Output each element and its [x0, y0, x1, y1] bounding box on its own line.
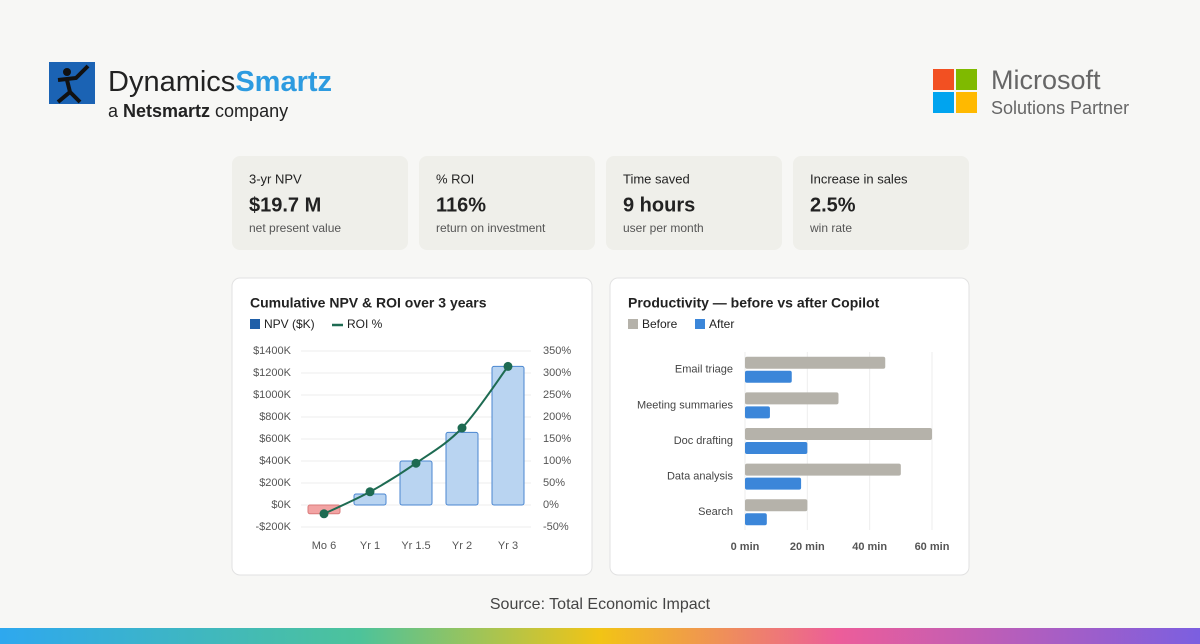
kpi-sub: net present value [249, 221, 341, 235]
kpi-card [793, 156, 969, 250]
logo-figure [63, 68, 71, 76]
kpi-label: % ROI [436, 171, 474, 186]
ms-square [933, 69, 954, 90]
bar [745, 499, 808, 512]
tagline-end: company [215, 101, 288, 121]
chart-title: Cumulative NPV & ROI over 3 years [250, 295, 487, 311]
y-tick-label: Search [698, 506, 733, 518]
y-tick-label: $0K [271, 499, 291, 511]
x-tick-label: 20 min [790, 541, 825, 553]
tagline-a: a [108, 101, 119, 121]
y-tick-label: Email triage [675, 364, 733, 376]
bar [745, 370, 792, 383]
bar [445, 431, 479, 506]
kpi-card [606, 156, 782, 250]
x-tick-label: 60 min [915, 541, 950, 553]
y2-tick-label: -50% [543, 521, 569, 533]
brand-right: Smartz [235, 66, 332, 98]
x-tick-label: 0 min [731, 541, 760, 553]
bar [745, 463, 901, 476]
x-tick-label: Yr 3 [498, 540, 518, 552]
kpi-sub: return on investment [436, 221, 546, 235]
x-tick-label: Yr 1 [360, 540, 380, 552]
kpi-sub: user per month [623, 221, 704, 235]
partner-sub: Solutions Partner [991, 98, 1129, 118]
bar [745, 513, 767, 526]
ms-square [933, 92, 954, 113]
x-tick-label: 40 min [852, 541, 887, 553]
brand-name: DynamicsSmartz [108, 66, 332, 98]
kpi-label: 3-yr NPV [249, 171, 302, 186]
y-tick-label: $400K [259, 455, 291, 467]
kpi-value: $19.7 M [249, 194, 321, 216]
x-tick-label: Yr 1.5 [401, 540, 430, 552]
partner-name: Microsoft [991, 65, 1101, 95]
y-tick-label: $600K [259, 433, 291, 445]
y-tick-label: Data analysis [667, 471, 734, 483]
y2-tick-label: 100% [543, 455, 571, 467]
legend-label: NPV ($K) [264, 317, 315, 331]
legend-label: Before [642, 317, 678, 331]
y-tick-label: Meeting summaries [637, 399, 733, 411]
legend-swatch [695, 319, 705, 329]
legend-swatch [250, 319, 260, 329]
kpi-label: Increase in sales [810, 171, 908, 186]
roi-point [365, 487, 375, 497]
y-tick-label: $200K [259, 477, 291, 489]
kpi-card [232, 156, 408, 250]
kpi-card [419, 156, 595, 250]
y2-tick-label: 250% [543, 389, 571, 401]
y2-tick-label: 0% [543, 499, 559, 511]
bar [745, 428, 932, 440]
y2-tick-label: 200% [543, 411, 571, 423]
brand-logo: DynamicsSmartz a Netsmartz company [49, 62, 332, 121]
kpi-value: 116% [436, 194, 486, 216]
kpi-label: Time saved [623, 171, 690, 186]
kpi-sub: win rate [809, 221, 852, 235]
kpi-value: 9 hours [623, 194, 695, 216]
legend-label: ROI % [347, 317, 383, 331]
bar [491, 365, 525, 506]
y-tick-label: $1000K [253, 389, 292, 401]
y2-tick-label: 150% [543, 433, 571, 445]
y-tick-label: $1400K [253, 345, 292, 357]
legend-label: After [709, 317, 734, 331]
source: Source: Total Economic Impact [490, 596, 711, 613]
x-tick-label: Yr 2 [452, 540, 472, 552]
brand-left: Dynamics [108, 66, 235, 98]
bar [745, 406, 770, 419]
y2-tick-label: 50% [543, 477, 565, 489]
y-tick-label: $800K [259, 411, 291, 423]
chart-card [609, 277, 970, 576]
tagline: a Netsmartz company [108, 101, 288, 121]
y2-tick-label: 350% [543, 345, 571, 357]
y-tick-label: $1200K [253, 367, 292, 379]
roi-point [457, 423, 467, 433]
partner-logo: Microsoft Solutions Partner [933, 65, 1129, 118]
y-tick-label: -$200K [256, 521, 292, 533]
roi-point [319, 509, 329, 519]
bar [745, 356, 886, 369]
roi-point [411, 458, 421, 468]
logo-figure [56, 64, 90, 104]
bar [745, 392, 839, 405]
bar [745, 442, 808, 454]
ms-square [956, 92, 977, 113]
ms-square [956, 69, 977, 90]
y-tick-label: Doc drafting [674, 435, 733, 447]
chart-title: Productivity — before vs after Copilot [628, 295, 880, 311]
x-tick-label: Mo 6 [312, 540, 336, 552]
tagline-brand: Netsmartz [123, 101, 210, 121]
rainbow-stripe [0, 628, 1200, 644]
roi-point [503, 361, 513, 371]
legend-swatch [628, 319, 638, 329]
y2-tick-label: 300% [543, 367, 571, 379]
kpi-value: 2.5% [810, 194, 856, 216]
bar [745, 477, 802, 490]
